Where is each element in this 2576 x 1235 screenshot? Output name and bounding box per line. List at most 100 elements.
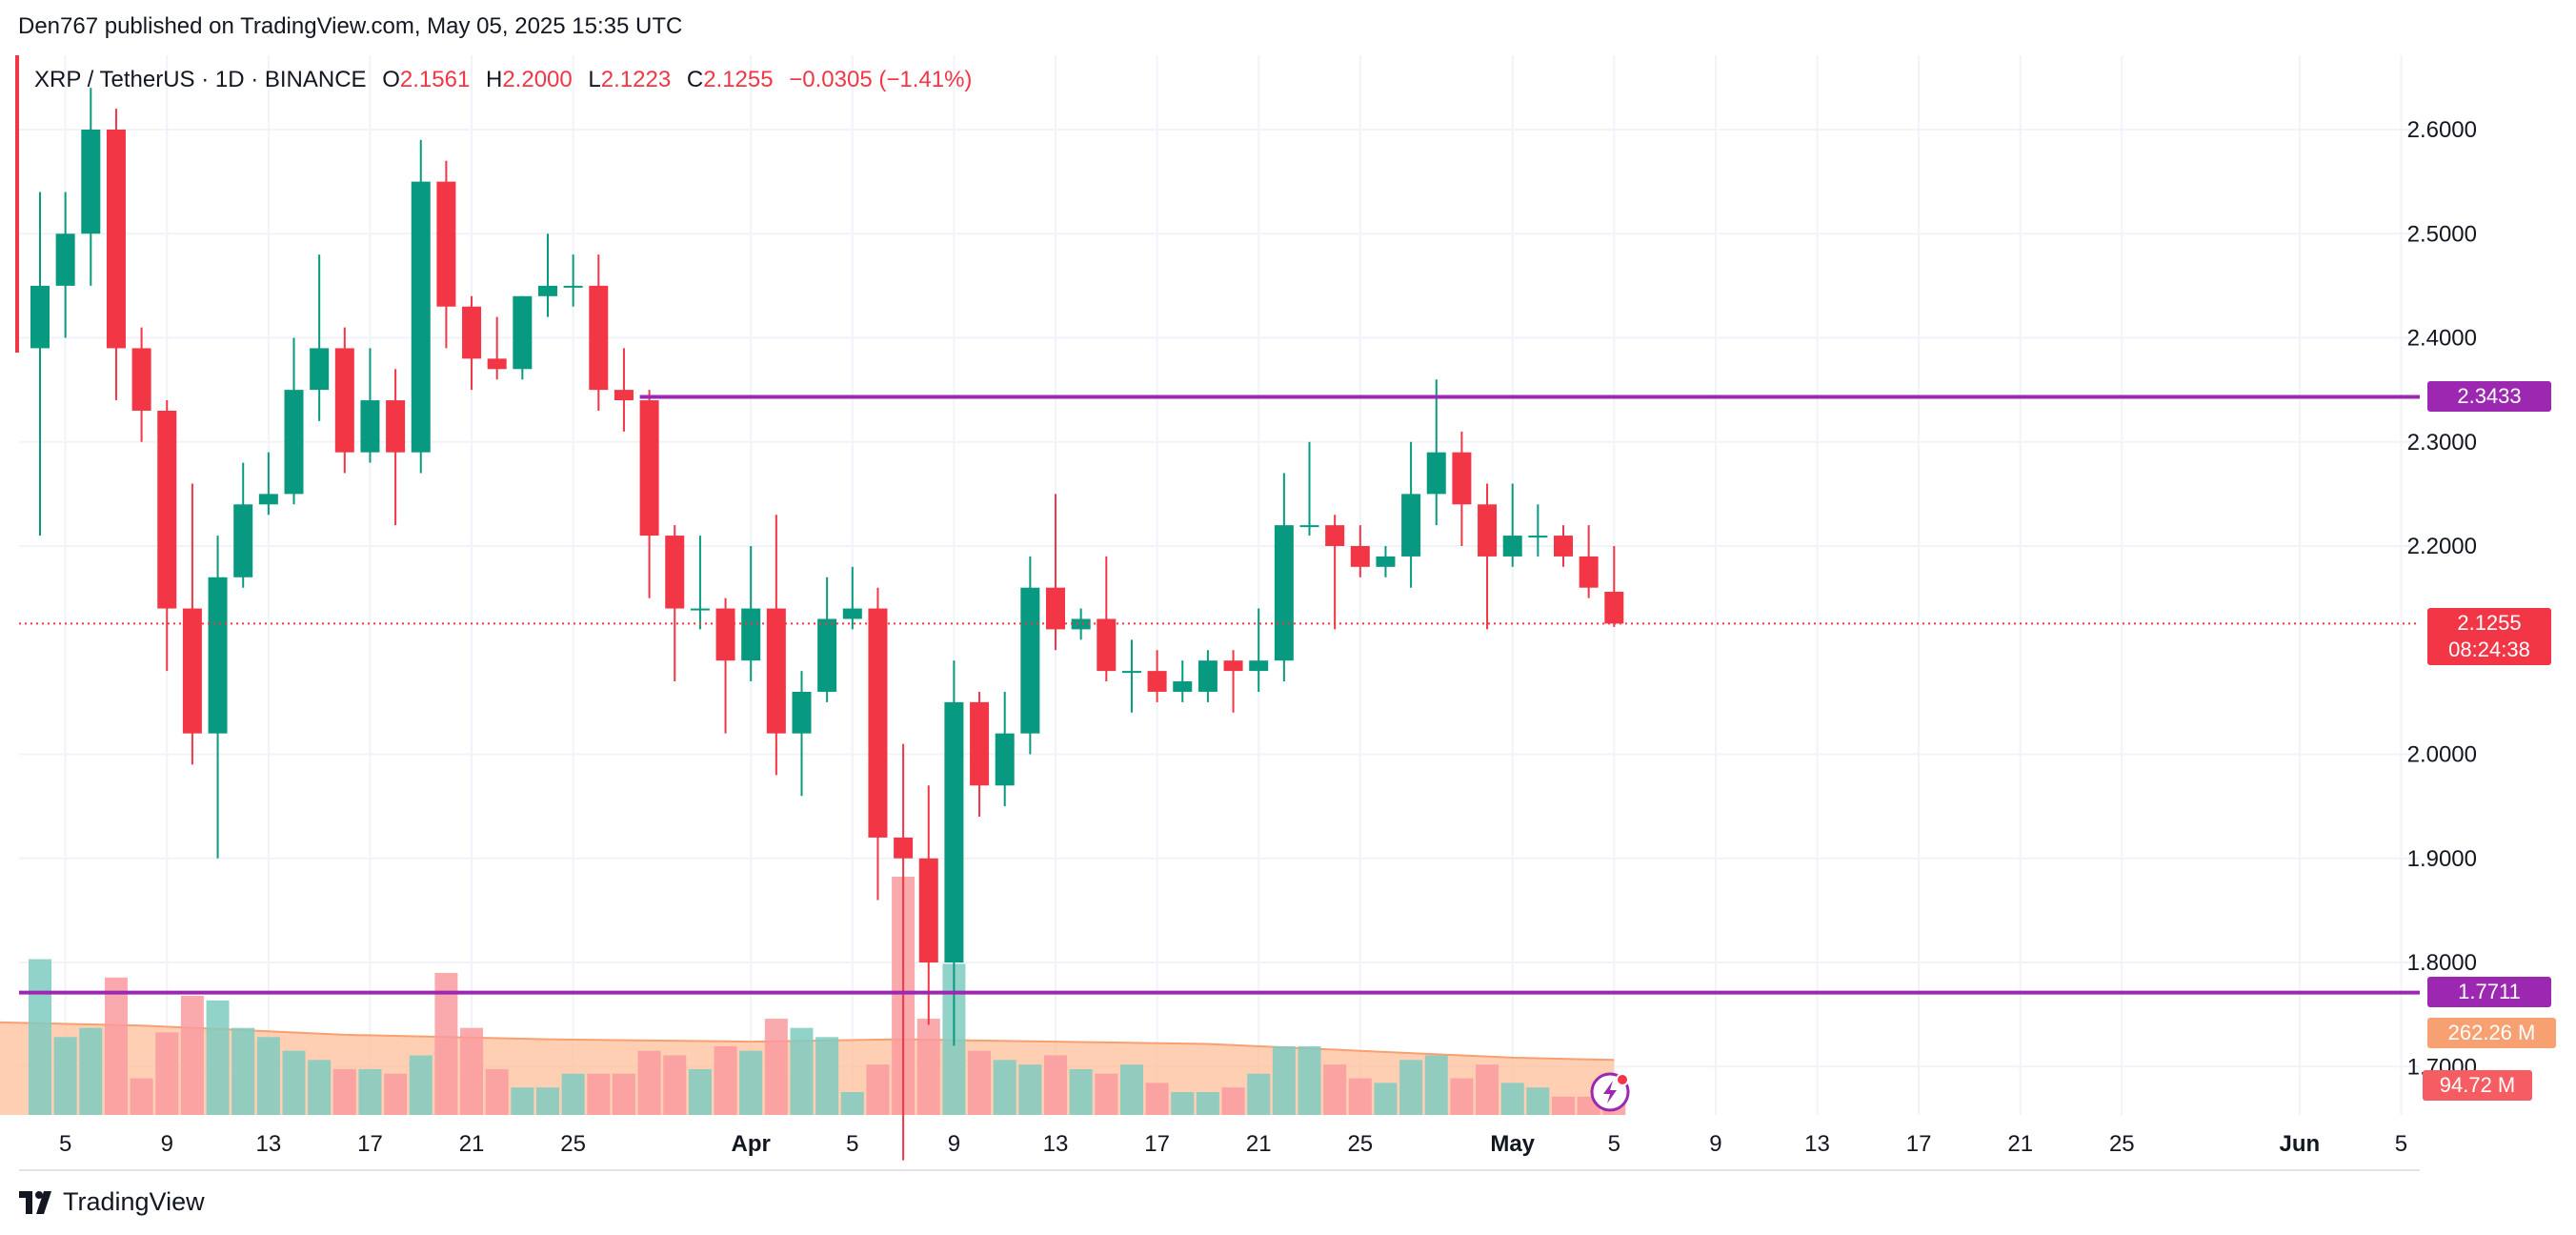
- candle: [1579, 525, 1599, 598]
- candle: [1350, 525, 1370, 577]
- candle: [106, 109, 126, 401]
- candle: [360, 348, 380, 463]
- volume-bar: [104, 977, 128, 1115]
- volume-bar: [231, 1027, 255, 1115]
- symbol-name[interactable]: XRP / TetherUS · 1D · BINANCE: [34, 67, 367, 92]
- volume-bar: [663, 1055, 687, 1115]
- candle-body: [157, 410, 177, 609]
- volume-bar: [460, 1027, 484, 1115]
- candle-body: [334, 348, 354, 453]
- open-label: O: [382, 67, 400, 92]
- tradingview-brand[interactable]: TradingView: [19, 1187, 205, 1217]
- candle-body: [614, 390, 634, 401]
- candle-body: [538, 285, 557, 296]
- candle-body: [1376, 556, 1396, 567]
- x-tick-label: Apr: [732, 1131, 771, 1157]
- candle: [310, 254, 330, 421]
- volume-bar: [384, 1073, 408, 1115]
- candle-body: [1478, 504, 1498, 557]
- volume-pane: [0, 877, 1626, 1115]
- candle: [970, 691, 990, 818]
- candle-body: [182, 608, 202, 734]
- time-axis[interactable]: 5 9 13 17 21 25 Apr 5 9 13 17 21 25 May 5 9 13 17 21 25 Jun 5: [59, 1131, 2407, 1157]
- candle: [131, 327, 151, 442]
- candle: [436, 160, 456, 349]
- x-tick-label: 21: [2007, 1131, 2033, 1157]
- candle: [1046, 494, 1065, 651]
- open-value: 2.1561: [399, 67, 471, 92]
- price-axis[interactable]: 2.6000 2.5000 2.4000 2.3000 2.2000 2.0000 1.90…: [2407, 117, 2477, 1080]
- candle: [918, 785, 938, 1025]
- volume-bar: [1424, 1055, 1448, 1115]
- volume-bar: [206, 1000, 230, 1115]
- candle-body: [1452, 452, 1472, 505]
- x-tick-label: 25: [1347, 1131, 1373, 1157]
- y-tick-label: 2.0000: [2407, 742, 2477, 768]
- candle-body: [868, 608, 888, 838]
- candle-body: [208, 577, 228, 734]
- candle-body: [1121, 671, 1141, 674]
- resistance-price-tag: 2.3433: [2427, 381, 2551, 412]
- x-tick-label: 17: [357, 1131, 383, 1157]
- high-label: H: [485, 67, 503, 92]
- change-value: −0.0305 (−1.41%): [789, 67, 973, 92]
- candle: [842, 566, 862, 630]
- candle-body: [665, 536, 685, 609]
- brand-name: TradingView: [63, 1187, 205, 1216]
- candle-body: [563, 285, 583, 288]
- high-value: 2.2000: [502, 67, 573, 92]
- x-tick-label: 9: [948, 1131, 960, 1157]
- candle-body: [1046, 587, 1065, 630]
- volume-bar: [714, 1045, 737, 1115]
- x-tick-label: 21: [459, 1131, 485, 1157]
- candle-body: [1426, 452, 1446, 495]
- candle: [487, 316, 507, 380]
- candle: [233, 462, 253, 588]
- candle: [792, 671, 812, 797]
- volume-bar: [1272, 1045, 1296, 1115]
- x-tick-label: 5: [1608, 1131, 1620, 1157]
- volume-bar: [180, 996, 204, 1115]
- x-tick-label: 9: [161, 1131, 173, 1157]
- volume-bar: [1500, 1083, 1524, 1115]
- y-tick-label: 2.5000: [2407, 221, 2477, 247]
- candle-body: [1325, 525, 1345, 546]
- x-tick-label: May: [1490, 1131, 1535, 1157]
- candle: [715, 597, 735, 734]
- volume-bar: [790, 1027, 814, 1115]
- candle-body: [1197, 660, 1218, 692]
- candle-body: [513, 295, 533, 370]
- candle: [1147, 650, 1167, 702]
- candle: [258, 452, 278, 516]
- candle-body: [1554, 536, 1573, 557]
- volume-bar: [1476, 1064, 1499, 1115]
- last-price-value: 2.1255: [2457, 611, 2522, 635]
- candle: [1554, 525, 1573, 567]
- candle-body: [1020, 587, 1040, 734]
- candle: [538, 233, 557, 317]
- volume-bar: [968, 1050, 992, 1115]
- volume-bar: [1374, 1083, 1398, 1115]
- candle-body: [81, 130, 101, 234]
- candle-body: [310, 348, 330, 391]
- candle: [411, 139, 431, 474]
- candle-body: [360, 400, 380, 453]
- volume-bar: [308, 1060, 332, 1115]
- x-tick-label: 21: [1246, 1131, 1272, 1157]
- candle-body: [131, 348, 151, 411]
- candle-body: [944, 701, 964, 962]
- candle: [81, 88, 101, 286]
- candle-body: [970, 701, 990, 786]
- candle-body: [1579, 556, 1599, 588]
- candle: [157, 400, 177, 672]
- candle-body: [487, 358, 507, 370]
- snapshot-icon[interactable]: [1590, 1072, 1630, 1112]
- candle-body: [233, 504, 253, 577]
- candle-body: [1528, 536, 1548, 538]
- volume-bar: [1196, 1091, 1219, 1115]
- candle: [1528, 504, 1548, 557]
- volume-bar: [130, 1078, 153, 1115]
- x-tick-label: 5: [846, 1131, 858, 1157]
- publish-caption: Den767 published on TradingView.com, May…: [18, 13, 683, 39]
